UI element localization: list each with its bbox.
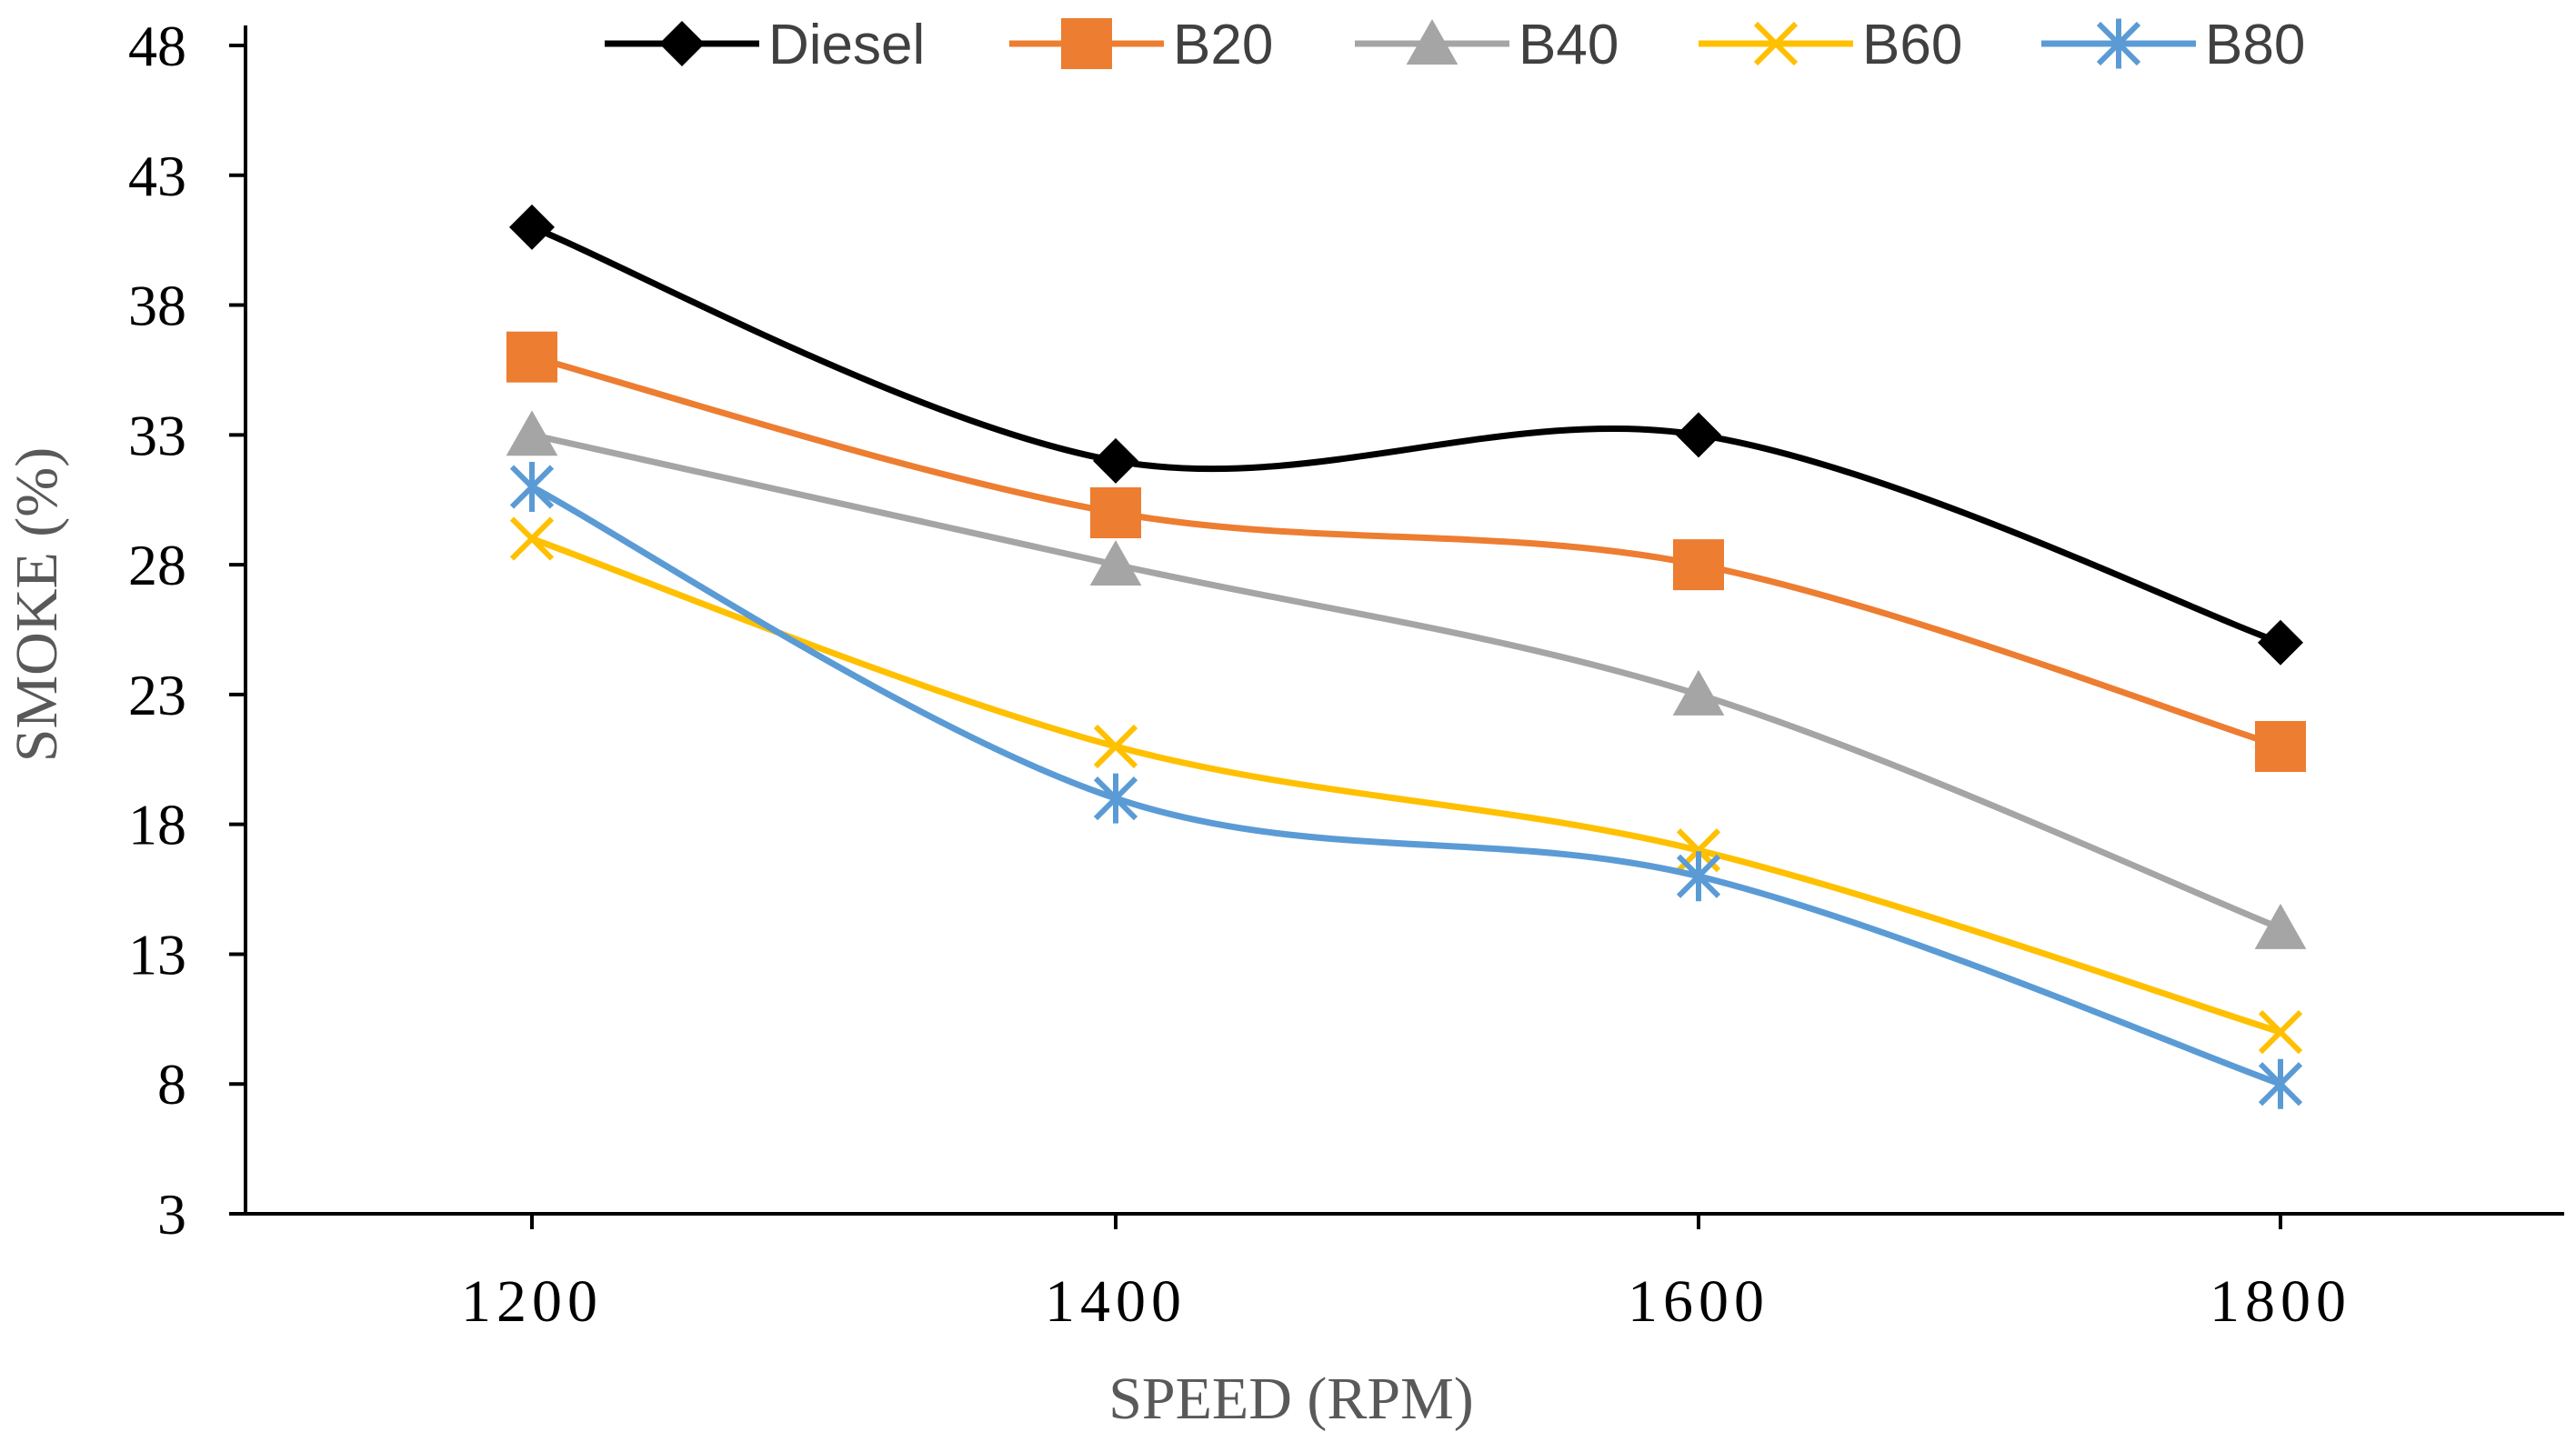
data-point-diesel: [1093, 437, 1138, 484]
legend-label: B80: [2205, 14, 2305, 76]
series-lines: [506, 204, 2307, 1109]
x-tick-label: 1600: [1628, 1268, 1769, 1335]
data-point-b80: [1676, 851, 1721, 902]
series-b40: [506, 410, 2307, 949]
series-line-b40: [528, 431, 2284, 932]
data-point-diesel: [1676, 412, 1721, 458]
y-tick-label: 8: [157, 1052, 186, 1117]
series-line-diesel: [528, 224, 2284, 646]
legend-label: B40: [1519, 14, 1619, 76]
y-tick-label: 3: [157, 1182, 186, 1247]
y-tick-label: 33: [128, 403, 186, 467]
legend-entry-b60: B60: [1699, 14, 1962, 76]
data-point-b20: [506, 331, 557, 383]
y-tick-label: 48: [128, 14, 186, 78]
data-point-b80: [509, 461, 555, 512]
data-point-b80: [1093, 773, 1138, 824]
y-tick-label: 43: [128, 144, 186, 208]
legend-marker: [1753, 21, 1799, 66]
legend-entry-diesel: Diesel: [605, 14, 925, 76]
y-tick-label: 38: [128, 274, 186, 338]
legend-marker: [1406, 19, 1458, 65]
data-point-diesel: [509, 204, 555, 250]
data-point-diesel: [2258, 619, 2303, 666]
y-tick-label: 18: [128, 793, 186, 857]
data-point-b60: [1093, 724, 1138, 769]
x-tick-label: 1400: [1045, 1268, 1187, 1335]
legend-entry-b80: B80: [2041, 14, 2305, 76]
y-tick-label: 13: [128, 922, 186, 986]
legend-label: B20: [1173, 14, 1273, 76]
data-point-b60: [2258, 1009, 2303, 1055]
legend-marker: [2096, 18, 2141, 69]
series-b80: [509, 461, 2303, 1109]
y-axis-title: SMOKE (%): [4, 447, 70, 762]
x-tick-label: 1200: [461, 1268, 603, 1335]
legend-label: Diesel: [768, 14, 925, 76]
x-axis-title: SPEED (RPM): [1108, 1366, 1474, 1432]
x-tick-label: 1800: [2210, 1268, 2351, 1335]
data-point-b60: [509, 516, 555, 561]
series-line-b60: [528, 536, 2284, 1036]
legend-entry-b40: B40: [1355, 14, 1619, 76]
series-line-b20: [528, 354, 2284, 750]
data-point-b20: [1673, 539, 1724, 591]
data-point-b20: [2255, 721, 2306, 772]
y-tick-label: 28: [128, 533, 186, 597]
data-point-b80: [2258, 1058, 2303, 1109]
data-point-b20: [1090, 487, 1141, 538]
data-point-b40: [2254, 903, 2307, 949]
legend-entry-b20: B20: [1009, 14, 1273, 76]
legend-label: B60: [1862, 14, 1962, 76]
series-b60: [509, 516, 2303, 1055]
data-point-b40: [1089, 540, 1142, 586]
data-point-b40: [1672, 669, 1725, 716]
legend-marker: [1061, 18, 1112, 69]
y-tick-label: 23: [128, 663, 186, 727]
data-point-b40: [506, 410, 558, 456]
series-b20: [506, 331, 2306, 772]
x-ticks: 1200 1400 1600 1800: [461, 1214, 2351, 1335]
axes: [244, 25, 2564, 1216]
series-line-b80: [528, 483, 2284, 1087]
legend-marker: [659, 21, 705, 66]
series-diesel: [509, 204, 2303, 666]
legend: Diesel B20 B40 B60 B80: [605, 14, 2305, 76]
